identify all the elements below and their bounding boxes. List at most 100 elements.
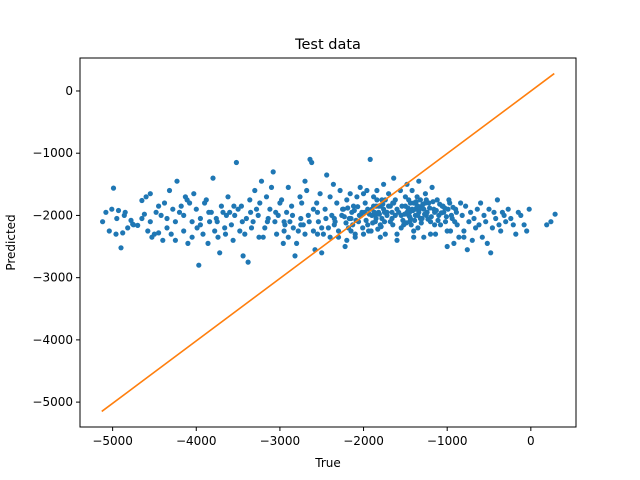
scatter-point (218, 203, 224, 209)
scatter-point (250, 219, 256, 225)
scatter-point (212, 228, 218, 234)
scatter-point (147, 191, 153, 197)
scatter-point (287, 219, 293, 225)
scatter-point (174, 178, 180, 184)
scatter-point (491, 209, 497, 215)
scatter-point (295, 228, 301, 234)
scatter-point (415, 225, 421, 231)
scatter-point (172, 237, 178, 243)
scatter-point (325, 225, 331, 231)
scatter-point (494, 197, 500, 203)
scatter-point (471, 215, 477, 222)
scatter-point (139, 197, 145, 204)
scatter-point (161, 200, 168, 206)
scatter-point (178, 203, 184, 209)
scatter-point (160, 237, 166, 243)
scatter-point (270, 169, 276, 175)
scatter-point (100, 219, 106, 225)
scatter-point (464, 247, 470, 253)
scatter-point (352, 234, 358, 240)
scatter-point (444, 243, 450, 250)
scatter-point (122, 209, 128, 215)
scatter-point (406, 197, 412, 203)
scatter-point (323, 215, 329, 222)
scatter-point (484, 240, 490, 246)
axes-frame (79, 57, 577, 428)
scatter-point (461, 234, 467, 240)
scatter-point (314, 200, 320, 206)
scatter-point (207, 219, 213, 225)
scatter-point (466, 219, 472, 225)
scatter-point (377, 234, 383, 240)
scatter-point (284, 209, 290, 215)
y-axis-label: Predicted (4, 214, 18, 270)
scatter-point (309, 159, 315, 166)
scatter-point (334, 200, 340, 206)
scatter-point (106, 228, 112, 234)
scatter-point (386, 203, 392, 209)
scatter-point (389, 209, 395, 215)
y-axis-ticks: −5000 −4000 −3000 −2000 −1000 0 (32, 84, 80, 409)
scatter-point (365, 222, 371, 228)
scatter-point (430, 199, 436, 205)
scatter-point (314, 231, 321, 237)
scatter-point (255, 212, 261, 218)
y-tick-label: −2000 (32, 208, 73, 222)
scatter-point (306, 219, 312, 225)
scatter-point (231, 203, 237, 209)
scatter-point (172, 219, 178, 225)
scatter-point (453, 209, 459, 215)
scatter-point (473, 225, 479, 231)
scatter-point (145, 228, 151, 234)
scatter-point (130, 222, 137, 228)
scatter-point (416, 178, 422, 184)
scatter-point (403, 220, 409, 226)
scatter-point (114, 215, 120, 222)
scatter-point (409, 187, 415, 194)
scatter-point (120, 230, 126, 236)
scatter-point (135, 222, 141, 228)
scatter-point (181, 212, 187, 218)
scatter-point (227, 209, 233, 215)
scatter-point (427, 205, 433, 211)
scatter-point (402, 194, 408, 200)
scatter-point (437, 222, 444, 228)
scatter-point (370, 220, 376, 226)
scatter-point (210, 175, 216, 181)
scatter-point (405, 205, 411, 211)
scatter-point (493, 215, 499, 222)
scatter-point (290, 225, 296, 231)
scatter-point (310, 206, 316, 212)
scatter-point (302, 231, 308, 237)
scatter-point (524, 228, 530, 234)
scatter-point (443, 214, 449, 220)
scatter-point (330, 181, 336, 187)
scatter-point (394, 206, 400, 212)
scatter-point (168, 231, 174, 237)
scatter-point (412, 217, 418, 223)
scatter-point (505, 206, 511, 212)
scatter-point (489, 225, 495, 231)
scatter-point (151, 231, 157, 237)
scatter-point (413, 199, 419, 205)
scatter-point (189, 234, 195, 240)
scatter-point (215, 234, 221, 240)
scatter-point (214, 219, 220, 225)
scatter-point (289, 203, 295, 209)
scatter-point (327, 234, 333, 240)
scatter-point (187, 200, 193, 206)
scatter-point (257, 200, 263, 206)
scatter-point (322, 206, 328, 212)
scatter-point (331, 215, 337, 222)
scatter-point (381, 206, 387, 212)
scatter-point (337, 187, 343, 194)
scatter-point (264, 219, 270, 225)
scatter-point (256, 234, 262, 240)
scatter-point (355, 204, 361, 210)
scatter-point (459, 212, 465, 218)
scatter-point (225, 194, 231, 200)
scatter-point (398, 225, 404, 231)
scatter-point (360, 231, 367, 237)
scatter-point (415, 212, 421, 218)
scatter-point (247, 197, 253, 203)
